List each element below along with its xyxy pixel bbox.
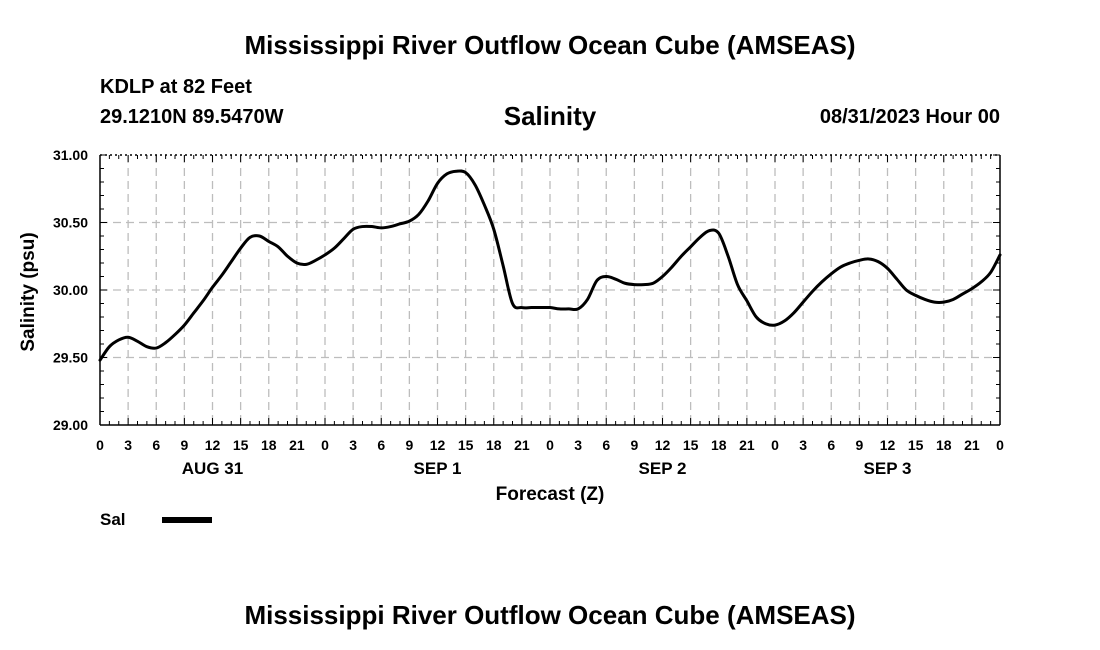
y-tick-label: 29.00 [53,417,88,433]
x-tick-label: 0 [321,437,329,453]
day-label: SEP 3 [864,459,912,478]
x-tick-label: 15 [908,437,924,453]
day-label: AUG 31 [182,459,243,478]
y-tick-label: 29.50 [53,350,88,366]
series-line-salinity [98,169,1002,362]
x-tick-label: 18 [711,437,727,453]
x-tick-label: 0 [546,437,554,453]
x-tick-label: 0 [771,437,779,453]
x-tick-label: 12 [430,437,446,453]
x-tick-label: 18 [486,437,502,453]
x-tick-label: 12 [880,437,896,453]
x-tick-label: 6 [602,437,610,453]
chart-subtitle: Salinity [503,101,597,131]
chart-title: Mississippi River Outflow Ocean Cube (AM… [244,30,856,60]
x-tick-label: 3 [349,437,357,453]
legend-swatch [162,517,212,523]
x-tick-label: 6 [152,437,160,453]
x-tick-label: 15 [233,437,249,453]
x-tick-label: 0 [96,437,104,453]
day-label: SEP 1 [414,459,462,478]
x-tick-label: 21 [289,437,305,453]
y-tick-label: 31.00 [53,147,88,163]
y-axis-label: Salinity (psu) [18,232,39,351]
legend-label: Sal [100,510,126,529]
day-label: SEP 2 [639,459,687,478]
y-tick-label: 30.00 [53,282,88,298]
x-tick-label: 6 [377,437,385,453]
x-tick-label: 9 [630,437,638,453]
x-tick-label: 0 [996,437,1004,453]
x-tick-label: 9 [405,437,413,453]
station-coordinates: 29.1210N 89.5470W [100,106,284,128]
y-tick-label: 30.50 [53,215,88,231]
x-tick-label: 6 [827,437,835,453]
footer-title: Mississippi River Outflow Ocean Cube (AM… [244,600,856,630]
x-tick-label: 15 [683,437,699,453]
x-tick-label: 15 [458,437,474,453]
x-tick-label: 21 [964,437,980,453]
x-tick-label: 9 [855,437,863,453]
x-tick-label: 12 [205,437,221,453]
x-axis-label: Forecast (Z) [496,484,605,505]
x-tick-label: 3 [574,437,582,453]
x-tick-label: 3 [124,437,132,453]
x-tick-label: 18 [261,437,277,453]
x-tick-label: 21 [739,437,755,453]
x-tick-label: 9 [180,437,188,453]
x-tick-label: 21 [514,437,530,453]
station-label: KDLP at 82 Feet [100,76,252,98]
forecast-datetime: 08/31/2023 Hour 00 [819,106,1000,128]
x-tick-label: 18 [936,437,952,453]
x-tick-label: 3 [799,437,807,453]
x-tick-label: 12 [655,437,671,453]
